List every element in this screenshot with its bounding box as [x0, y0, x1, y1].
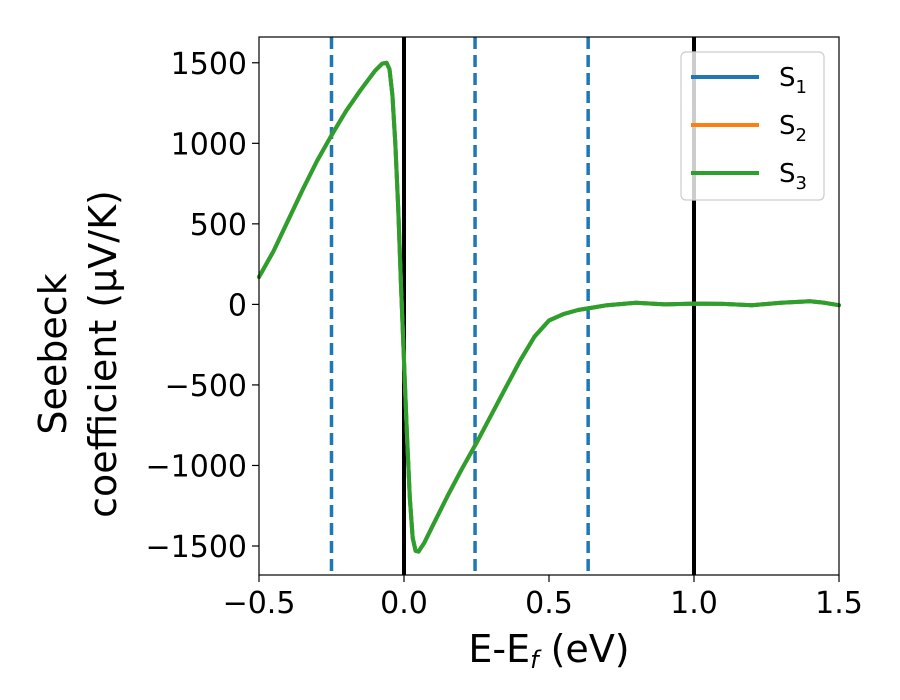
- y-tick-label: 1500: [171, 47, 247, 82]
- y-tick-label: −1500: [146, 530, 247, 565]
- x-tick-label: 0.0: [380, 586, 428, 621]
- x-axis-title-main: E-E: [468, 627, 530, 671]
- y-tick-label: 1000: [171, 127, 247, 162]
- x-tick-label: 0.5: [525, 586, 573, 621]
- x-tick-label: 1.0: [670, 586, 718, 621]
- legend-label-S1: S1: [779, 63, 807, 98]
- legend: S1 S2 S3: [680, 51, 825, 201]
- y-axis-title-line1: Seebeck: [31, 273, 75, 434]
- x-axis-title: E-Ef (eV): [468, 627, 629, 674]
- y-axis-title: Seebeck coefficient (μV/K): [31, 190, 125, 518]
- y-axis-title-line2: coefficient (μV/K): [81, 190, 125, 518]
- legend-label-S3: S3: [779, 159, 807, 194]
- y-tick-label: −500: [165, 369, 247, 404]
- y-tick-label: 500: [190, 208, 247, 243]
- x-tick-label: −0.5: [223, 586, 296, 621]
- legend-label-S2: S2: [779, 111, 807, 146]
- series-layer: [257, 60, 841, 554]
- x-axis: −0.5 0.0 0.5 1.0 1.5: [223, 575, 863, 621]
- x-axis-title-suffix: (eV): [539, 627, 630, 671]
- y-tick-label: −1000: [146, 449, 247, 484]
- y-axis: −1500 −1000 −500 0 500 1000 1500: [146, 47, 259, 565]
- x-tick-label: 1.5: [815, 586, 863, 621]
- y-tick-label: 0: [228, 288, 247, 323]
- series-line-S3: [257, 60, 841, 554]
